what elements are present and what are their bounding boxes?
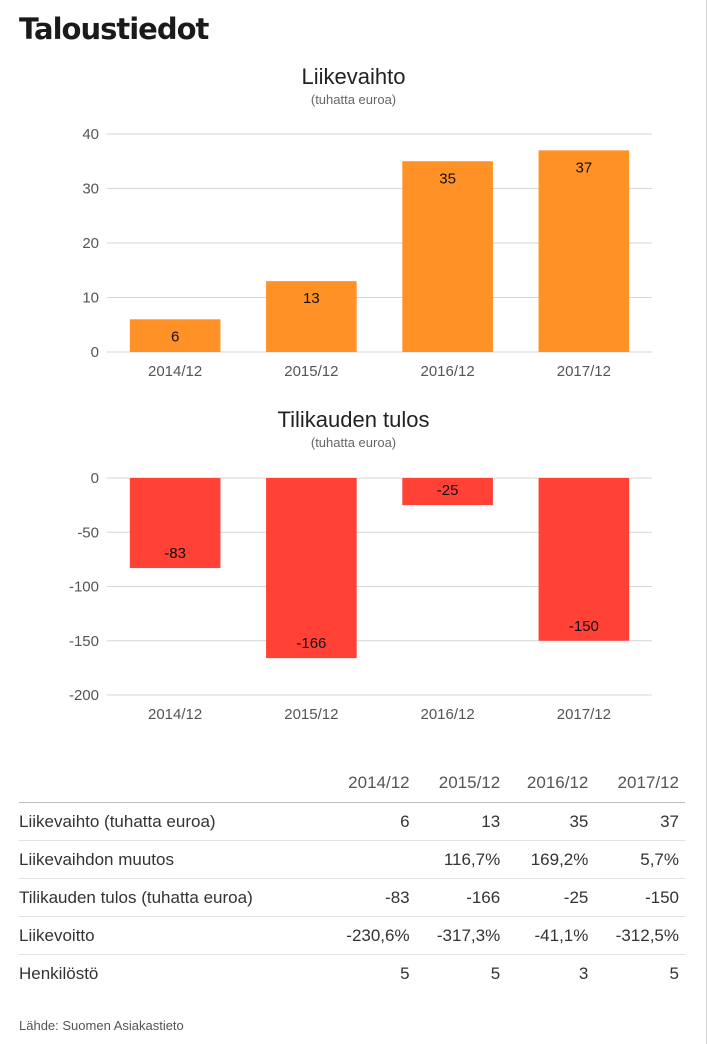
table-row: Liikevoitto -230,6% -317,3% -41,1% -312,… xyxy=(19,917,685,955)
table-cell: -230,6% xyxy=(346,925,410,945)
bar xyxy=(266,478,357,659)
table-row: Liikevaihto (tuhatta euroa) 6 13 35 37 xyxy=(19,803,685,841)
table-cell: -166 xyxy=(466,887,501,907)
data-label: -150 xyxy=(569,618,599,635)
table-cell: -83 xyxy=(385,887,410,907)
x-tick-label: 2017/12 xyxy=(557,706,611,723)
result-chart: Tilikauden tulos (tuhatta euroa) 0 -50 -100 -… xyxy=(69,407,652,723)
y-tick-label: 40 xyxy=(82,126,99,143)
data-label: 6 xyxy=(171,328,179,345)
bar xyxy=(402,478,493,506)
y-tick-label: -150 xyxy=(69,633,99,650)
row-label: Liikevaihdon muutos xyxy=(19,849,174,869)
chart-title: Tilikauden tulos xyxy=(277,407,429,432)
row-label: Liikevoitto xyxy=(19,925,95,945)
data-label: -25 xyxy=(437,482,459,499)
table-cell xyxy=(325,841,416,879)
row-label: Henkilöstö xyxy=(19,963,99,983)
y-tick-label: -100 xyxy=(69,579,99,596)
table-header-year: 2015/12 xyxy=(438,773,501,792)
x-tick-label: 2016/12 xyxy=(421,706,475,723)
x-tick-label: 2015/12 xyxy=(284,363,338,380)
revenue-chart: Liikevaihto (tuhatta euroa) 0 10 20 30 40 6 2014… xyxy=(82,64,652,380)
table-cell: 6 xyxy=(400,811,410,831)
table-cell: 37 xyxy=(660,811,679,831)
table-cell: -25 xyxy=(563,887,589,907)
chart-subtitle: (tuhatta euroa) xyxy=(311,92,396,107)
table-cell: 3 xyxy=(578,963,589,983)
table-header-blank xyxy=(19,764,325,803)
table-cell: 116,7% xyxy=(443,849,501,869)
table-cell: -150 xyxy=(644,887,679,907)
bar xyxy=(538,150,630,352)
x-tick-label: 2014/12 xyxy=(148,706,202,723)
table-cell: 35 xyxy=(569,811,589,831)
table-header-row: 2014/12 2015/12 2016/12 2017/12 xyxy=(19,764,685,803)
table-cell: 5 xyxy=(490,963,501,983)
y-tick-label: -200 xyxy=(69,687,99,704)
y-tick-label: -50 xyxy=(77,524,99,541)
row-label: Liikevaihto (tuhatta euroa) xyxy=(19,811,216,831)
bar xyxy=(402,161,493,352)
page-title: Taloustiedot xyxy=(19,12,209,46)
table-header-year: 2016/12 xyxy=(526,773,589,792)
table-cell: 13 xyxy=(481,811,501,831)
data-label: 35 xyxy=(439,170,456,187)
table-row: Liikevaihdon muutos 116,7% 169,2% 5,7% xyxy=(19,841,685,879)
x-tick-label: 2017/12 xyxy=(557,363,611,380)
y-tick-label: 0 xyxy=(91,344,99,361)
table-cell: -41,1% xyxy=(534,925,589,945)
x-tick-label: 2014/12 xyxy=(148,363,202,380)
data-label: -83 xyxy=(164,545,186,562)
row-label: Tilikauden tulos (tuhatta euroa) xyxy=(19,887,253,907)
bar xyxy=(266,281,357,352)
table-cell: -317,3% xyxy=(436,925,501,945)
table-header-year: 2014/12 xyxy=(348,773,410,792)
bar xyxy=(129,319,221,352)
table-cell: 5 xyxy=(669,963,679,983)
table-row: Tilikauden tulos (tuhatta euroa) -83 -16… xyxy=(19,879,685,917)
y-tick-label: 30 xyxy=(82,181,99,198)
chart-title: Liikevaihto xyxy=(302,64,406,89)
y-tick-label: 20 xyxy=(82,235,99,252)
x-tick-label: 2016/12 xyxy=(421,363,475,380)
bar xyxy=(538,478,630,641)
table-cell: 5,7% xyxy=(640,849,679,869)
data-label: 37 xyxy=(576,159,593,176)
y-tick-label: 10 xyxy=(82,290,99,307)
source-note: Lähde: Suomen Asiakastieto xyxy=(19,1018,184,1033)
data-label: -166 xyxy=(296,635,326,652)
financial-table: 2014/12 2015/12 2016/12 2017/12 Liikevai… xyxy=(19,764,685,992)
bar xyxy=(129,478,221,569)
data-label: 13 xyxy=(303,290,320,307)
table-cell: -312,5% xyxy=(615,925,679,945)
table-cell: 5 xyxy=(400,963,410,983)
table-header-year: 2017/12 xyxy=(617,773,679,792)
table-row: Henkilöstö 5 5 3 5 xyxy=(19,955,685,993)
x-tick-label: 2015/12 xyxy=(284,706,338,723)
table-cell: 169,2% xyxy=(530,849,589,869)
y-tick-label: 0 xyxy=(91,470,99,487)
chart-subtitle: (tuhatta euroa) xyxy=(311,435,396,450)
